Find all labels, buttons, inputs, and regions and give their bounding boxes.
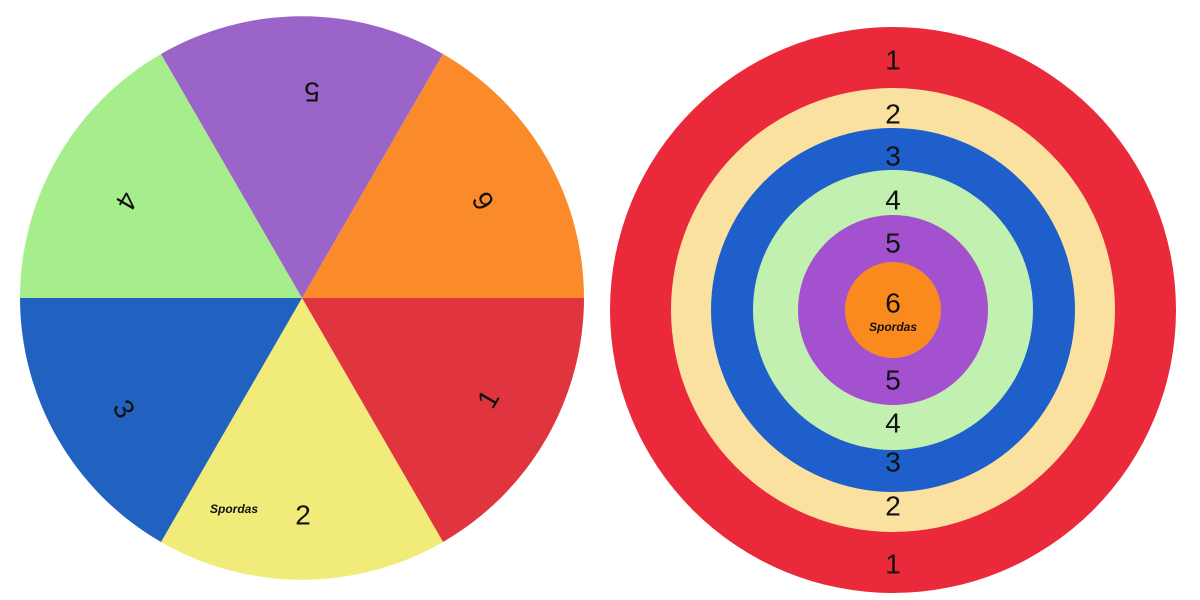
ring-label: 4 [885,407,901,438]
segment-purple [161,16,443,299]
ring-label: 5 [885,227,901,258]
brand: Spordas [869,320,917,334]
center-orange [845,262,941,358]
left-mat: 1 2 3 4 5 6 Spordas [20,16,584,580]
ring-label: 1 [885,548,901,579]
segment-blue [20,298,302,542]
segment-orange [302,54,584,298]
right-mat: 1 2 3 4 5 6 Spordas 5 4 3 2 1 [610,27,1176,593]
ring-label: 4 [885,184,901,215]
ring-label: 5 [885,364,901,395]
brand: Spordas [210,502,258,516]
segment-yellow [161,298,443,580]
ring-label: 3 [885,446,901,477]
segment-label: 5 [304,77,320,108]
segment-green [20,54,302,298]
center-label: 6 [885,287,901,318]
segment-red [302,298,584,542]
ring-label: 3 [885,140,901,171]
ring-label: 2 [885,490,901,521]
ring-label: 2 [885,98,901,129]
segment-label: 2 [295,499,311,530]
ring-label: 1 [885,44,901,75]
